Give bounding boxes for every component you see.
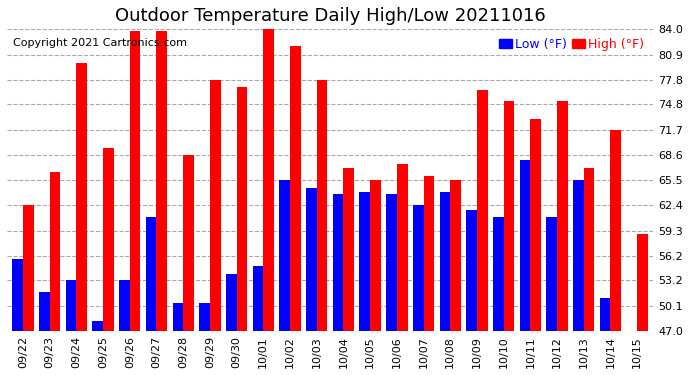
Bar (333, 194, 344, 331)
Bar (253, 266, 264, 331)
Bar (77, 63, 87, 331)
Bar (386, 194, 397, 331)
Bar (226, 274, 237, 331)
Bar (12, 259, 23, 331)
Bar (157, 31, 167, 331)
Bar (317, 80, 327, 331)
Bar (493, 217, 504, 331)
Bar (119, 280, 130, 331)
Bar (146, 217, 157, 331)
Bar (172, 303, 183, 331)
Bar (520, 160, 531, 331)
Bar (413, 206, 424, 331)
Bar (397, 164, 408, 331)
Bar (264, 29, 274, 331)
Bar (637, 234, 648, 331)
Legend: Low (°F), High (°F): Low (°F), High (°F) (497, 36, 647, 54)
Bar (370, 180, 381, 331)
Bar (584, 168, 595, 331)
Bar (199, 303, 210, 331)
Bar (440, 192, 451, 331)
Bar (279, 180, 290, 331)
Bar (359, 192, 370, 331)
Bar (130, 31, 141, 331)
Bar (66, 280, 77, 331)
Bar (600, 298, 611, 331)
Bar (306, 188, 317, 331)
Bar (23, 206, 34, 331)
Bar (546, 217, 557, 331)
Title: Outdoor Temperature Daily High/Low 20211016: Outdoor Temperature Daily High/Low 20211… (115, 7, 545, 25)
Bar (531, 119, 541, 331)
Bar (50, 172, 60, 331)
Bar (103, 147, 114, 331)
Bar (210, 80, 221, 331)
Bar (183, 155, 194, 331)
Bar (424, 176, 434, 331)
Bar (237, 87, 247, 331)
Bar (451, 180, 461, 331)
Text: Copyright 2021 Cartronics.com: Copyright 2021 Cartronics.com (13, 38, 188, 48)
Bar (611, 130, 621, 331)
Bar (39, 292, 50, 331)
Bar (557, 101, 568, 331)
Bar (573, 180, 584, 331)
Bar (290, 46, 301, 331)
Bar (477, 90, 488, 331)
Bar (504, 101, 514, 331)
Bar (344, 168, 354, 331)
Bar (466, 210, 477, 331)
Bar (92, 321, 103, 331)
